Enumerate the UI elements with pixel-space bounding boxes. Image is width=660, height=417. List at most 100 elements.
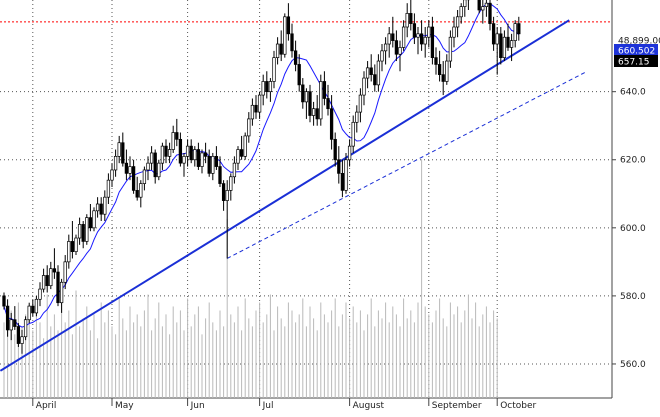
candle-body: [391, 33, 395, 41]
candle-body: [304, 91, 309, 103]
x-month-label: May: [115, 401, 134, 411]
candle: [383, 37, 388, 65]
candle-body: [412, 23, 417, 38]
y-tick-label: 640.0: [620, 88, 646, 98]
candle-body: [283, 16, 287, 55]
candle-body: [398, 47, 402, 55]
candle: [225, 180, 229, 259]
candle-body: [142, 169, 147, 184]
candle: [9, 312, 13, 341]
candle: [326, 84, 330, 116]
candle: [398, 40, 402, 72]
candle: [427, 20, 431, 48]
candle-body: [110, 169, 114, 181]
candle-body: [74, 237, 78, 252]
candle-body: [423, 36, 427, 45]
candle: [491, 16, 496, 51]
candle: [502, 30, 507, 62]
candle: [416, 27, 420, 55]
x-month-label: August: [353, 401, 385, 411]
candle-body: [106, 179, 111, 198]
candle-body: [117, 142, 121, 157]
candle: [333, 132, 337, 167]
candle: [31, 299, 35, 317]
candle: [103, 190, 107, 222]
candle-body: [178, 138, 183, 164]
candle-body: [351, 121, 355, 147]
candle: [16, 323, 21, 347]
candle: [376, 54, 381, 92]
candle: [419, 20, 424, 51]
candle: [315, 95, 319, 126]
candle: [207, 149, 211, 177]
candle-body: [229, 176, 233, 191]
candle-body: [405, 13, 409, 28]
candle: [99, 197, 103, 222]
candle-body: [419, 33, 424, 45]
candle-body: [430, 26, 435, 58]
candle: [322, 71, 327, 106]
trendline-solid: [0, 19, 570, 372]
candle-body: [95, 203, 100, 212]
candle-body: [124, 162, 129, 174]
candle-body: [286, 16, 291, 35]
x-month-label: September: [432, 401, 482, 411]
candle: [34, 295, 39, 317]
candle: [139, 180, 143, 208]
candle: [167, 142, 172, 164]
candle: [405, 3, 409, 38]
candle-body: [85, 217, 89, 242]
candle: [196, 142, 201, 170]
candle: [391, 16, 395, 48]
candle: [290, 23, 294, 58]
candles-layer: [2, 0, 521, 354]
candle-body: [214, 155, 219, 167]
candle: [441, 61, 445, 96]
candle-body: [67, 241, 71, 263]
candle-body: [34, 298, 39, 314]
candle: [272, 50, 276, 89]
candle-body: [401, 26, 406, 48]
candle: [74, 234, 78, 256]
candle: [164, 139, 168, 164]
candle: [203, 142, 208, 164]
candle-body: [27, 305, 31, 321]
candle-body: [135, 190, 139, 198]
candle-body: [196, 149, 201, 167]
candle: [423, 27, 427, 58]
candle: [283, 13, 287, 58]
candle: [70, 221, 75, 259]
candle: [434, 47, 438, 75]
ma-value-tag: 660.502: [614, 44, 658, 57]
candle-body: [164, 145, 168, 157]
y-tick-label: 600.0: [620, 224, 646, 234]
candle-body: [5, 305, 10, 331]
candle-body: [326, 98, 330, 110]
candle: [27, 302, 31, 324]
candle-body: [347, 145, 352, 161]
candle-body: [2, 295, 6, 307]
candle: [373, 64, 377, 92]
candle-body: [340, 173, 345, 191]
candle: [261, 74, 265, 106]
candle: [189, 139, 193, 164]
candle: [265, 71, 269, 99]
ma-value-tag-bg: [614, 44, 658, 56]
candle: [171, 125, 175, 153]
candle-body: [243, 135, 247, 157]
candle: [5, 299, 10, 337]
candle: [218, 156, 222, 187]
candle-body: [88, 217, 93, 229]
candle-body: [517, 23, 521, 35]
candle: [437, 50, 442, 82]
candle: [124, 149, 129, 181]
candle-body: [409, 13, 413, 24]
candle-body: [315, 108, 319, 120]
y-tick-label: 580.0: [620, 292, 646, 302]
candle-body: [77, 224, 82, 239]
candle-body: [437, 64, 442, 76]
candle-body: [272, 57, 276, 82]
candle-body: [121, 142, 125, 164]
candle-body: [441, 74, 445, 82]
candle-body: [290, 33, 294, 52]
